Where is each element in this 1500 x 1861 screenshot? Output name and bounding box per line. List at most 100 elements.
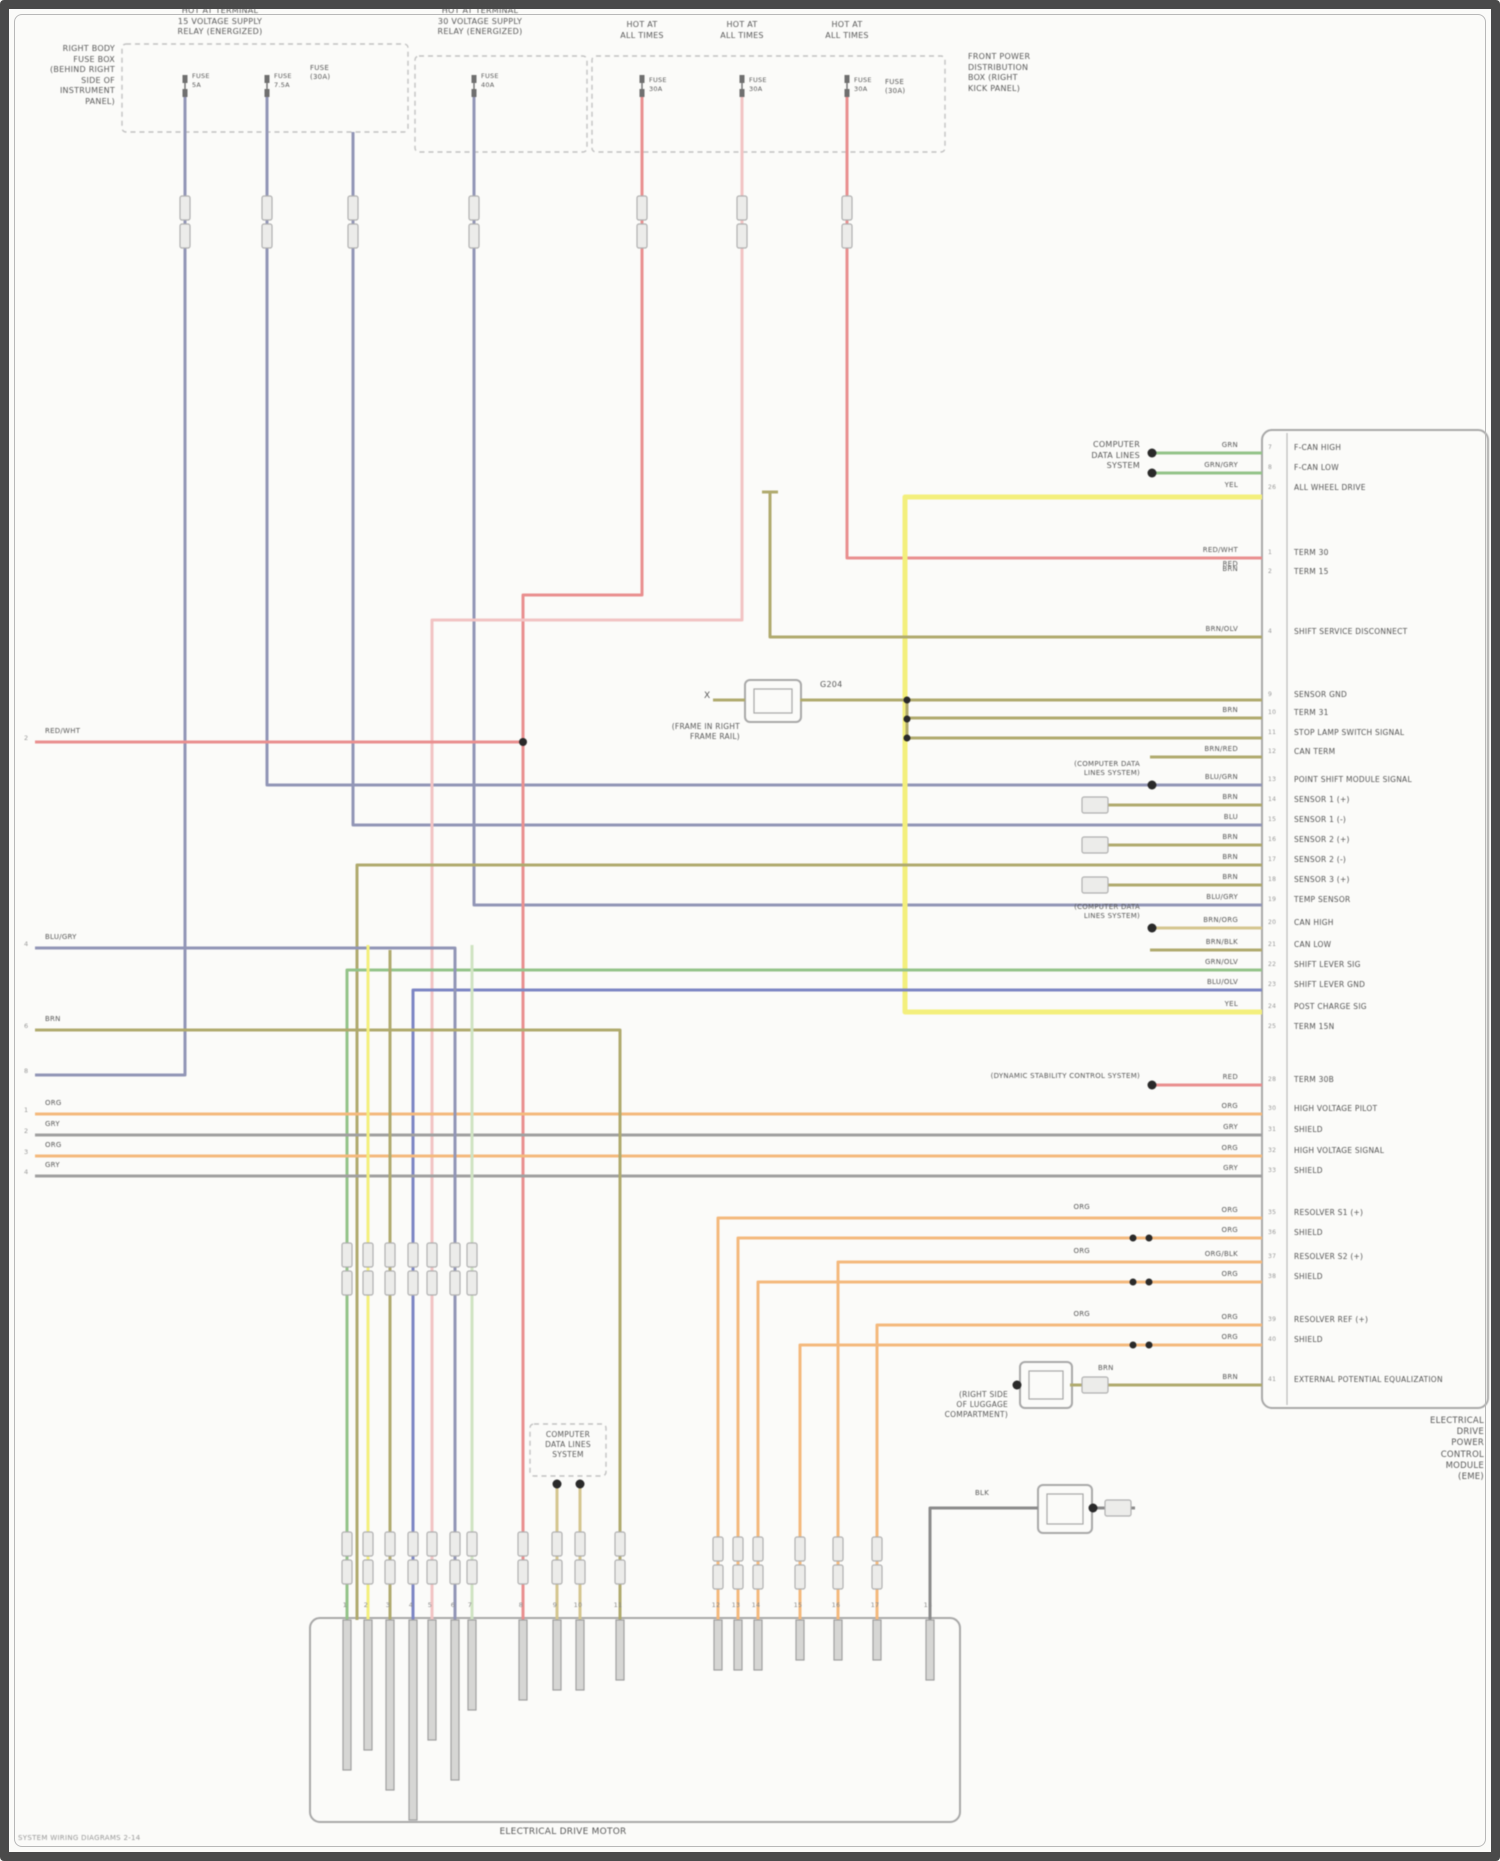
motor-pin-number: 11: [613, 1601, 623, 1609]
wire-color-label: RED: [1222, 1073, 1238, 1081]
hot-feed-2: [430, 96, 744, 1620]
ecu-pin-label: F-CAN LOW: [1294, 463, 1339, 472]
connector-stub: [466, 1559, 478, 1585]
ecu-pin-number: 15: [1268, 816, 1277, 823]
ecu-pin-label: ALL WHEEL DRIVE: [1294, 483, 1366, 492]
junction-dot: [1012, 1380, 1022, 1390]
ecu-pin-label: SENSOR 3 (+): [1294, 875, 1350, 884]
junction-dot: [1147, 468, 1157, 478]
ecu-pin-number: 8: [1268, 464, 1273, 471]
ecu-pin-number: 2: [1268, 568, 1273, 575]
wire-color-label: BRN: [1222, 833, 1238, 841]
motor-pin-connector: [427, 1619, 437, 1741]
ecu-pin-label: SENSOR 1 (-): [1294, 815, 1347, 824]
motor-pin-number: 2: [363, 1601, 369, 1609]
inline-connector: [1081, 876, 1109, 894]
ecu-pin-label: SENSOR GND: [1294, 690, 1348, 699]
connector-stub: [614, 1531, 626, 1557]
connector-stub: [736, 195, 748, 221]
resolver-s2s: [756, 1280, 1262, 1620]
ecu-pin-number: 35: [1268, 1209, 1277, 1216]
motor-pin-number: 8: [518, 1601, 524, 1609]
wire-color-label: RED/WHT: [1202, 546, 1238, 554]
junction-dot: [1147, 1080, 1157, 1090]
wire-color-label: BRN: [1222, 793, 1238, 801]
connector-stub: [407, 1531, 419, 1557]
stub-pin-6: 2: [24, 1127, 29, 1135]
connector-stub: [426, 1531, 438, 1557]
connector-stub: [426, 1270, 438, 1296]
motor-pin-connector: [552, 1619, 562, 1691]
motor-pin-number: 9: [552, 1601, 558, 1609]
fusebox-a: [121, 43, 409, 133]
junction-dot: [1145, 1234, 1153, 1242]
junction-dot: [903, 734, 911, 742]
terminator-box-2: [1037, 1484, 1093, 1534]
motor-pin-connector: [795, 1619, 805, 1661]
wire-color-label: ORG: [1221, 1226, 1238, 1234]
yellow-loop: [902, 494, 1262, 1015]
motor-pin-connector: [450, 1619, 460, 1781]
connector-stub: [179, 223, 191, 249]
connector-stub: [449, 1270, 461, 1296]
stub-pin-7: 3: [24, 1148, 29, 1156]
ecu-pin-number: 20: [1268, 919, 1277, 926]
ecu-pin-number: 19: [1268, 896, 1277, 903]
connector-stub: [384, 1531, 396, 1557]
wire-color-label: ORG: [1221, 1144, 1238, 1152]
cdl-mid-label: COMPUTER DATA LINES SYSTEM: [545, 1430, 591, 1459]
motor-pin-connector: [872, 1619, 882, 1661]
ecu-pin-label: CAN TERM: [1294, 747, 1336, 756]
wire-color-label: YEL: [1224, 1000, 1238, 1008]
ecu-pin-number: 9: [1268, 691, 1273, 698]
interlock-wire: [768, 492, 1262, 639]
junction-dot: [1145, 1278, 1153, 1286]
wire-color-label: YEL: [1224, 481, 1238, 489]
brn-conn-label: BRN: [1098, 1364, 1114, 1372]
motor-pin-number: 15: [793, 1601, 803, 1609]
wire-color-label: ORG: [1221, 1206, 1238, 1214]
ecu-pin-label: POST CHARGE SIG: [1294, 1002, 1367, 1011]
inline-connector: [1081, 796, 1109, 814]
connector-stub: [384, 1270, 396, 1296]
ecu-pin-label: STOP LAMP SWITCH SIGNAL: [1294, 728, 1405, 737]
ecu-box: [1261, 429, 1489, 1409]
junction-dot: [1088, 1503, 1098, 1513]
fuse-1-rating: FUSE 5A: [192, 72, 210, 89]
ecu-pin-label: CAN LOW: [1294, 940, 1332, 949]
connector-stub: [794, 1536, 806, 1562]
org-far-label-1: ORG: [1073, 1203, 1090, 1211]
connector-stub: [341, 1242, 353, 1268]
ecu-pin-label: TEMP SENSOR: [1294, 895, 1351, 904]
motor-pin-number: 18: [923, 1601, 933, 1609]
fusebox-c: [591, 55, 946, 153]
ecu-pin-label: EXTERNAL POTENTIAL EQUALIZATION: [1294, 1375, 1443, 1384]
inline-connector: [1104, 1499, 1132, 1517]
ground-x-mark: x: [704, 691, 711, 701]
wire-color-label: BLU: [1223, 813, 1238, 821]
connector-stub: [712, 1564, 724, 1590]
junction-dot: [552, 1479, 562, 1489]
ecu-pin-label: SHIFT LEVER SIG: [1294, 960, 1361, 969]
connector-stub: [362, 1559, 374, 1585]
motor-box: [309, 1617, 961, 1823]
motor-pin-number: 6: [450, 1601, 456, 1609]
junction-dot: [903, 715, 911, 723]
shield-drain-1: [928, 1506, 1038, 1620]
junction-dot: [903, 696, 911, 704]
fuse-block-note-a: FUSE (30A): [310, 64, 331, 82]
left-slate-stub: [35, 946, 457, 1620]
connector-stub: [179, 195, 191, 221]
connector-stub: [752, 1564, 764, 1590]
motor-pin-number: 12: [711, 1601, 721, 1609]
header-box-b: HOT AT TERMINAL 30 VOLTAGE SUPPLY RELAY …: [437, 6, 523, 37]
connector-stub: [551, 1559, 563, 1585]
connector-stub: [426, 1559, 438, 1585]
ecu-pin-number: 21: [1268, 941, 1277, 948]
cdl-top-label: COMPUTER DATA LINES SYSTEM: [1091, 440, 1140, 471]
ecu-pin-label: SHIELD: [1294, 1166, 1323, 1175]
wire-color-label: BRN: [1222, 873, 1238, 881]
ecu-pin-label: TERM 30B: [1294, 1075, 1335, 1084]
connector-stub: [341, 1270, 353, 1296]
stub-pin-4: 8: [24, 1067, 29, 1075]
